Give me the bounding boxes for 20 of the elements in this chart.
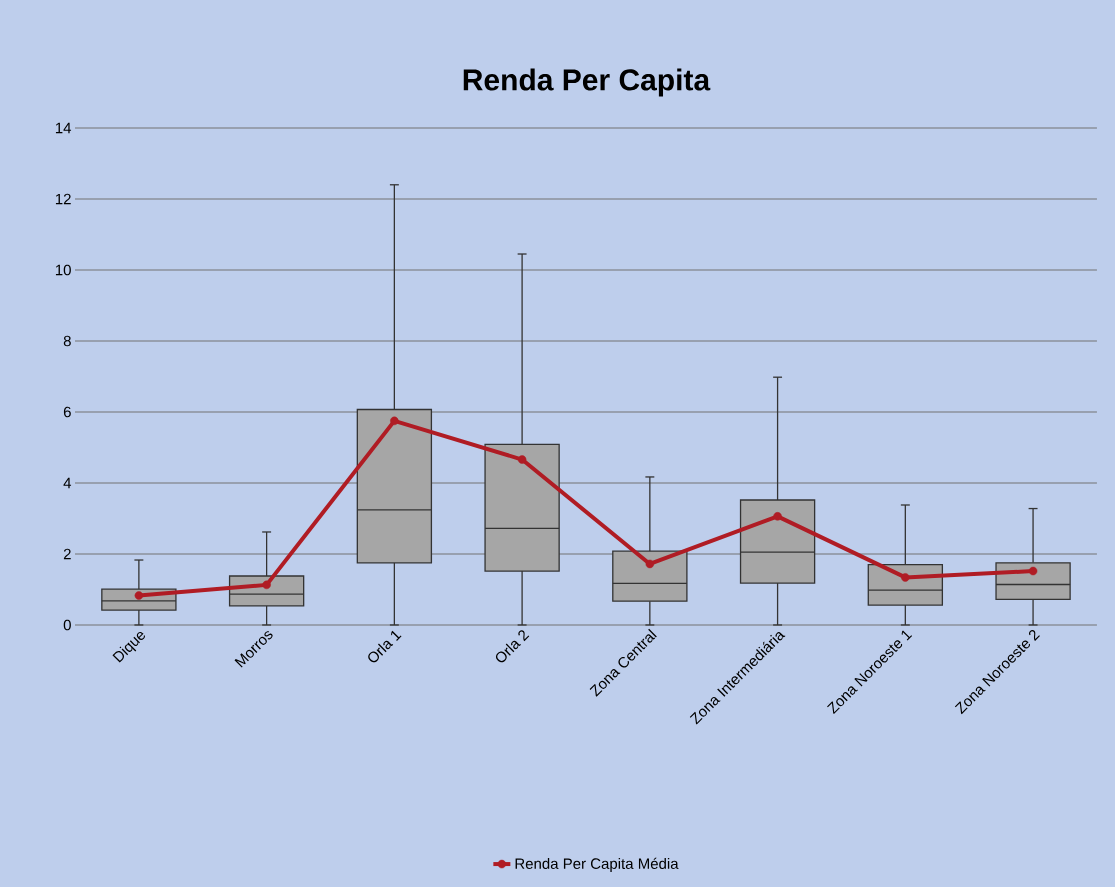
point — [262, 580, 271, 590]
point — [134, 591, 144, 600]
y-tick-label: 6 — [63, 406, 71, 418]
y-tick-label: 2 — [63, 548, 71, 560]
x-tick-label: Orla 2 — [495, 630, 530, 663]
point — [645, 559, 655, 569]
point — [773, 512, 782, 521]
y-tick-label: 10 — [55, 264, 71, 276]
point — [1028, 566, 1038, 576]
legend-label: Renda Per Capita Média — [515, 857, 679, 872]
point — [517, 455, 527, 464]
y-tick-label: 4 — [63, 477, 72, 489]
x-tick-label: Orla 1 — [368, 630, 402, 663]
point — [390, 416, 399, 426]
point — [901, 573, 910, 582]
y-tick-label: 12 — [55, 193, 71, 205]
y-tick-label: 8 — [63, 335, 71, 347]
y-tick-label: 14 — [55, 122, 72, 134]
y-tick-label: 0 — [63, 619, 71, 631]
chart-title: Renda Per Capita — [463, 68, 711, 97]
